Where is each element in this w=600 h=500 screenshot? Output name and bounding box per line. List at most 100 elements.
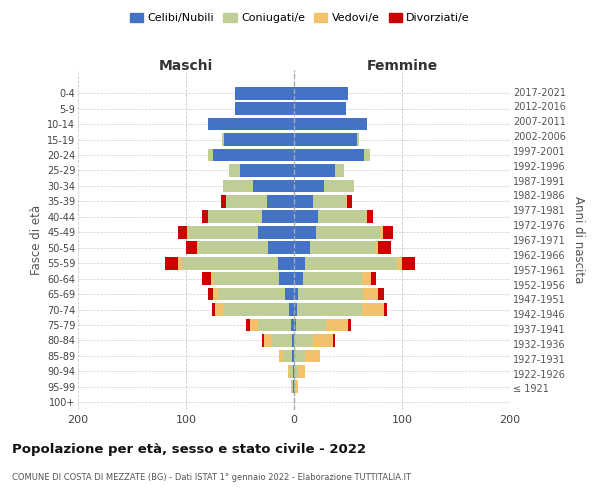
Bar (294, 303, 297, 316)
Y-axis label: Anni di nascita: Anni di nascita (572, 196, 585, 284)
Bar (215, 303, 224, 316)
Bar (250, 318, 259, 332)
Bar (363, 288, 378, 300)
Bar (333, 334, 335, 347)
Bar (346, 195, 347, 207)
Bar (294, 148, 364, 162)
Bar (279, 350, 283, 362)
Bar (294, 365, 298, 378)
Bar (297, 303, 362, 316)
Bar (290, 365, 293, 378)
Bar (380, 226, 383, 238)
Bar (208, 210, 262, 223)
Bar (326, 318, 348, 332)
Bar (291, 380, 292, 393)
Bar (305, 257, 397, 270)
Bar (298, 365, 305, 378)
Bar (178, 226, 187, 238)
Bar (335, 164, 344, 177)
Bar (378, 242, 391, 254)
Bar (181, 257, 278, 270)
Bar (348, 318, 351, 332)
Bar (305, 350, 320, 362)
Bar (213, 288, 218, 300)
Bar (362, 272, 371, 285)
Bar (289, 303, 294, 316)
Bar (294, 133, 356, 146)
Bar (213, 148, 294, 162)
Bar (294, 210, 318, 223)
Bar (272, 334, 292, 347)
Bar (296, 380, 298, 393)
Text: Maschi: Maschi (159, 59, 213, 73)
Bar (208, 118, 294, 130)
Bar (208, 148, 213, 162)
Bar (212, 303, 215, 316)
Bar (313, 334, 333, 347)
Bar (211, 272, 214, 285)
Bar (187, 226, 188, 238)
Bar (313, 195, 346, 207)
Bar (294, 226, 316, 238)
Bar (202, 210, 208, 223)
Bar (208, 288, 213, 300)
Bar (397, 257, 402, 270)
Bar (302, 272, 362, 285)
Bar (223, 180, 253, 192)
Bar (294, 350, 305, 362)
Bar (262, 334, 264, 347)
Bar (226, 195, 267, 207)
Bar (294, 164, 335, 177)
Bar (293, 365, 294, 378)
Bar (235, 87, 294, 100)
Bar (224, 303, 289, 316)
Bar (186, 242, 197, 254)
Bar (294, 87, 348, 100)
Bar (367, 210, 373, 223)
Bar (294, 242, 310, 254)
Bar (383, 303, 387, 316)
Bar (383, 226, 394, 238)
Text: Popolazione per età, sesso e stato civile - 2022: Popolazione per età, sesso e stato civil… (12, 442, 366, 456)
Bar (202, 272, 211, 285)
Bar (294, 118, 367, 130)
Text: COMUNE DI COSTA DI MEZZATE (BG) - Dati ISTAT 1° gennaio 2022 - Elaborazione TUTT: COMUNE DI COSTA DI MEZZATE (BG) - Dati I… (12, 472, 411, 482)
Bar (294, 180, 324, 192)
Bar (364, 148, 370, 162)
Bar (356, 133, 359, 146)
Bar (375, 242, 378, 254)
Bar (247, 318, 250, 332)
Bar (268, 242, 294, 254)
Bar (188, 226, 259, 238)
Bar (298, 288, 363, 300)
Bar (362, 303, 383, 316)
Legend: Celibi/Nubili, Coniugati/e, Vedovi/e, Divorziati/e: Celibi/Nubili, Coniugati/e, Vedovi/e, Di… (125, 8, 475, 28)
Bar (286, 288, 294, 300)
Bar (253, 180, 294, 192)
Bar (221, 133, 224, 146)
Bar (294, 334, 313, 347)
Bar (294, 380, 296, 393)
Bar (347, 195, 352, 207)
Bar (259, 226, 294, 238)
Bar (294, 102, 346, 115)
Bar (240, 164, 294, 177)
Bar (198, 242, 268, 254)
Bar (267, 195, 294, 207)
Bar (283, 350, 292, 362)
Bar (197, 242, 198, 254)
Bar (262, 210, 294, 223)
Bar (294, 195, 313, 207)
Bar (294, 272, 302, 285)
Bar (221, 195, 226, 207)
Bar (316, 226, 380, 238)
Bar (264, 334, 272, 347)
Bar (287, 365, 290, 378)
Bar (259, 318, 291, 332)
Bar (214, 272, 279, 285)
Bar (310, 242, 375, 254)
Bar (318, 210, 367, 223)
Bar (218, 288, 286, 300)
Bar (402, 257, 415, 270)
Bar (291, 318, 294, 332)
